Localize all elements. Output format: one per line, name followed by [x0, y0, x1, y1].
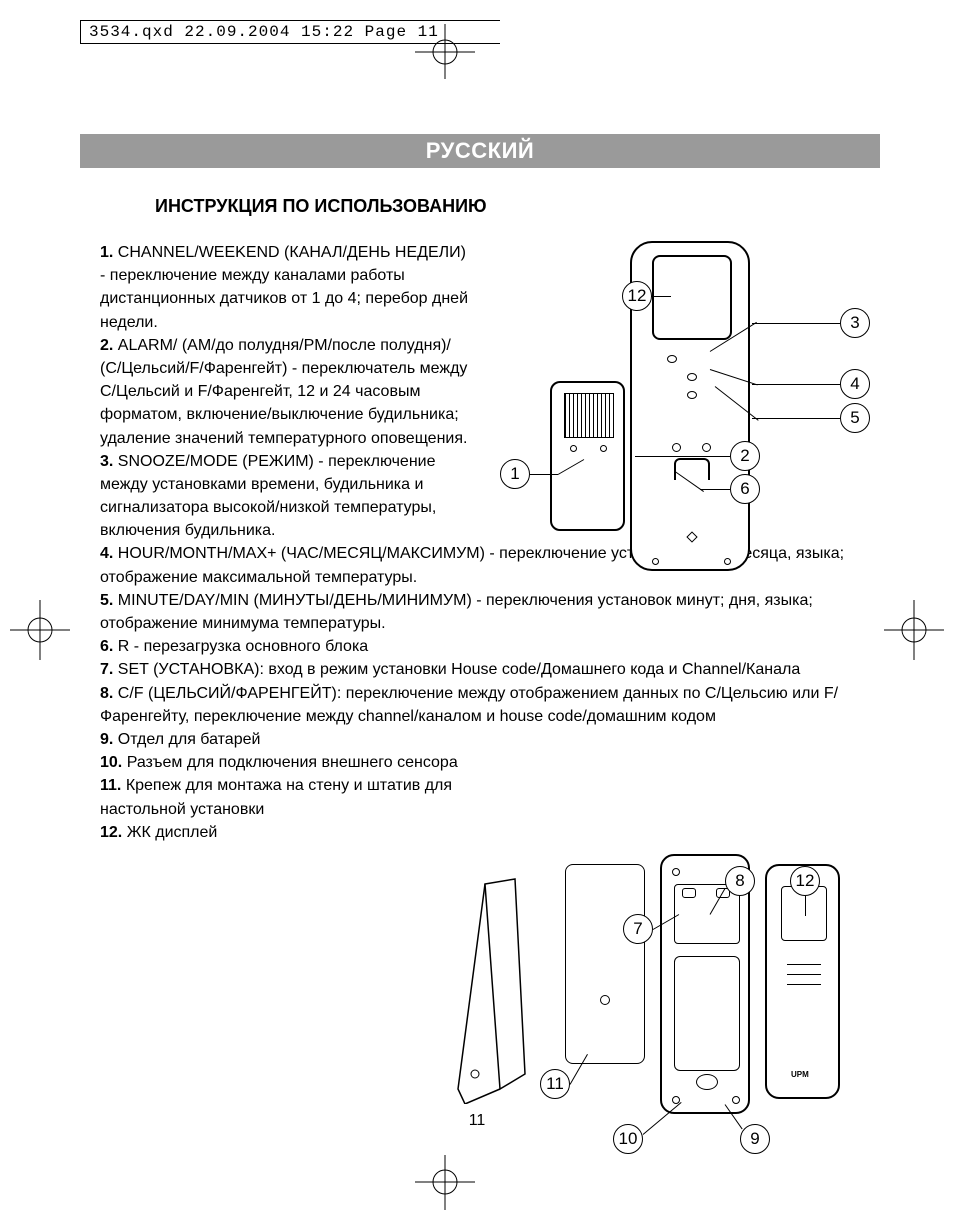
figure-bottom: UPM 7 8 12 9 10 11	[370, 854, 880, 1154]
callout-12-bottom: 12	[790, 866, 820, 896]
language-banner: РУССКИЙ	[80, 134, 880, 168]
instruction-item: 1. CHANNEL/WEEKEND (КАНАЛ/ДЕНЬ НЕДЕЛИ) -…	[100, 241, 470, 334]
callout-4: 4	[840, 369, 870, 399]
remote-logo: UPM	[791, 1070, 809, 1079]
instruction-item: 12. ЖК дисплей	[100, 821, 860, 844]
file-header: 3534.qxd 22.09.2004 15:22 Page 11	[80, 20, 500, 44]
callout-7: 7	[623, 914, 653, 944]
callout-3: 3	[840, 308, 870, 338]
instruction-item: 9. Отдел для батарей	[100, 728, 860, 751]
callout-2: 2	[730, 441, 760, 471]
callout-6: 6	[730, 474, 760, 504]
device-sensor	[550, 381, 625, 531]
callout-1: 1	[500, 459, 530, 489]
register-mark-right	[884, 600, 944, 660]
callout-5: 5	[840, 403, 870, 433]
callout-10: 10	[613, 1124, 643, 1154]
instruction-item: 11. Крепеж для монтажа на стену и штатив…	[100, 774, 530, 820]
callout-8: 8	[725, 866, 755, 896]
callout-11: 11	[540, 1069, 570, 1099]
page-content: 3534.qxd 22.09.2004 15:22 Page 11 РУССКИ…	[80, 20, 880, 1154]
page-number: 11	[469, 1112, 486, 1130]
register-mark-left	[10, 600, 70, 660]
callout-12-top: 12	[622, 281, 652, 311]
instruction-item: 10. Разъем для подключения внешнего сенс…	[100, 751, 860, 774]
device-remote: UPM	[765, 864, 840, 1099]
instruction-item: 6. R - перезагрузка основного блока	[100, 635, 860, 658]
instruction-item: 5. MINUTE/DAY/MIN (МИНУТЫ/ДЕНЬ/МИНИМУМ) …	[100, 589, 860, 635]
instruction-item: 2. ALARM/ (AM/до полудня/PM/после полудн…	[100, 334, 470, 450]
section-title: ИНСТРУКЦИЯ ПО ИСПОЛЬЗОВАНИЮ	[155, 196, 880, 217]
instruction-item: 3. SNOOZE/MODE (РЕЖИМ) - переключение ме…	[100, 450, 470, 543]
instruction-item: 7. SET (УСТАНОВКА): вход в режим установ…	[100, 658, 860, 681]
instruction-item: 8. C/F (ЦЕЛЬСИЙ/ФАРЕНГЕЙТ): переключение…	[100, 682, 860, 728]
callout-9: 9	[740, 1124, 770, 1154]
figure-top: 12 3 4 5 2 6 1	[500, 231, 880, 591]
device-panel-back	[565, 864, 645, 1064]
